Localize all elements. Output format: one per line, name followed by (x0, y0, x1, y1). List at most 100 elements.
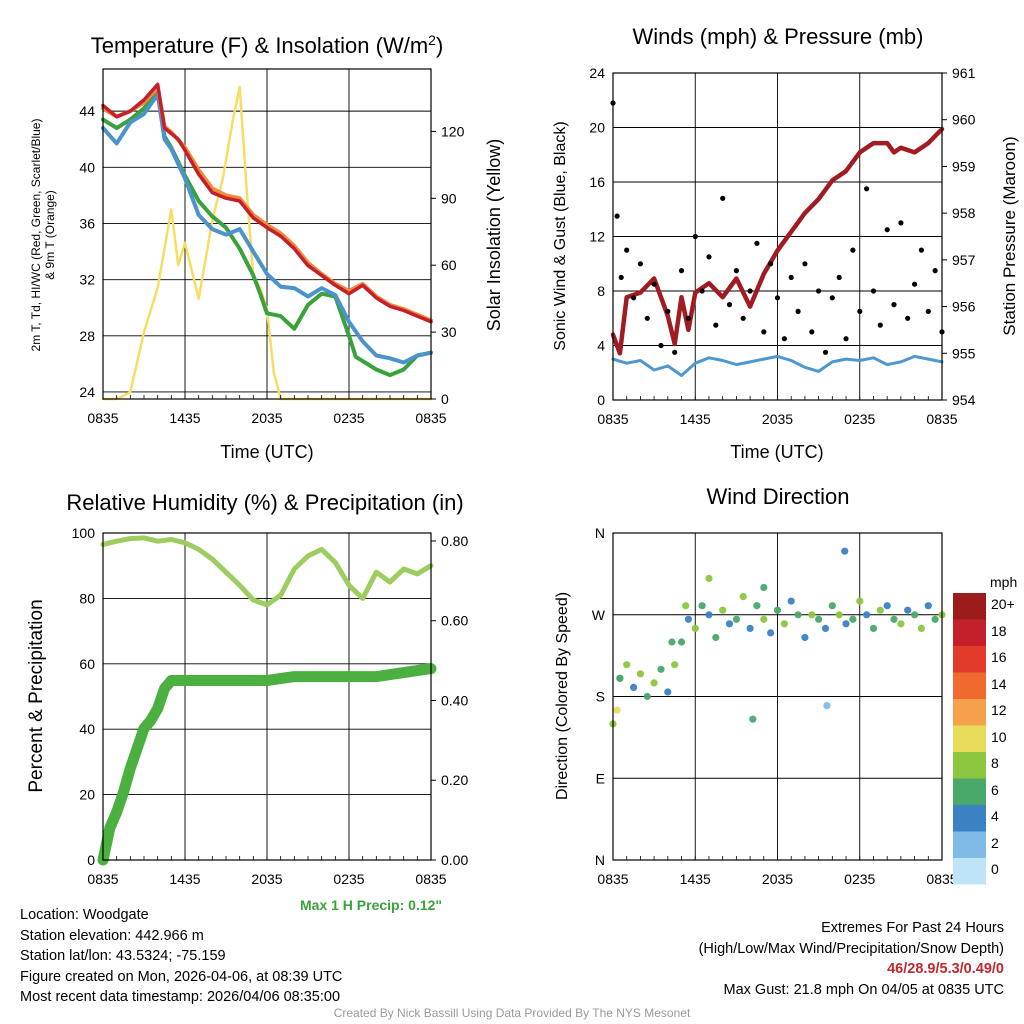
temp-ytick-right-label: 120 (441, 123, 465, 139)
extremes-title: Extremes For Past 24 Hours (821, 920, 1004, 936)
rh-panel: Relative Humidity (%) & Precipitation (i… (26, 490, 468, 887)
credit-line: Created By Nick Bassill Using Data Provi… (333, 1006, 691, 1020)
direction-point (613, 706, 621, 714)
direction-point (904, 606, 912, 614)
wind-ytick-right-label: 954 (952, 392, 976, 408)
legend-speed-label: 2 (991, 834, 999, 851)
direction-point (856, 597, 864, 605)
direction-point (924, 602, 932, 610)
gust-point (713, 322, 719, 328)
gust-point (802, 261, 808, 267)
wind-ytick-right-label: 960 (952, 112, 976, 128)
extremes-block: Extremes For Past 24 Hours (High/Low/Max… (699, 918, 1004, 1000)
extremes-values: 46/28.9/5.3/0.49/0 (887, 961, 1004, 977)
temp-ytick-label: 28 (79, 328, 95, 344)
direction-point (863, 611, 871, 619)
gust-point (843, 336, 849, 342)
rh-ytick-label: 20 (79, 787, 95, 803)
direction-point (773, 606, 782, 614)
max-gust-text: Max Gust: 21.8 mph On 04/05 at 0835 UTC (723, 981, 1004, 998)
gust-point (925, 308, 931, 314)
wdir-ytick-label: S (596, 689, 605, 705)
direction-point (668, 638, 676, 646)
direction-point (746, 624, 754, 633)
direction-point (705, 611, 713, 619)
gust-point (692, 233, 698, 240)
direction-point (630, 683, 638, 692)
gust-point (754, 240, 760, 246)
direction-point (684, 615, 693, 623)
wdir-axes: 0835 1435 2035 0235 0835 N E S W N (592, 525, 958, 887)
temp-ylabel-right: Solar Insolation (Yellow) (484, 139, 504, 331)
wind-ylabel-right: Station Pressure (Maroon) (1000, 136, 1019, 335)
wind-series-group (610, 100, 945, 377)
direction-point (931, 615, 939, 623)
direction-point (780, 620, 789, 628)
direction-point (808, 611, 816, 619)
legend-swatch (953, 619, 986, 646)
wind-xlabel: Time (UTC) (730, 442, 823, 462)
precipitation-line (97, 663, 437, 866)
legend-swatch (953, 858, 986, 885)
temp-xtick-label: 1435 (169, 410, 200, 426)
gust-point (850, 247, 856, 253)
wdir-xtick-label: 0835 (926, 871, 957, 887)
gust-point (864, 186, 870, 192)
direction-point (890, 615, 898, 623)
direction-point (794, 611, 802, 619)
rh-xtick-label: 2035 (251, 871, 282, 887)
location-text: Location: Woodgate (20, 907, 149, 923)
gust-point (788, 274, 794, 280)
wind-ytick-label: 12 (589, 229, 605, 245)
direction-point (749, 715, 757, 723)
direction-point (760, 583, 768, 592)
temp-ytick-right-label: 0 (441, 391, 449, 407)
wdir-panel: Wind Direction 0835 1435 2035 0235 0835 N E S W N… (554, 484, 986, 887)
legend-swatch (953, 752, 986, 779)
gust-point (898, 220, 904, 226)
gust-point (720, 195, 726, 201)
direction-point (821, 624, 830, 633)
gust-point (836, 274, 842, 280)
legend-speed-label: 8 (991, 755, 999, 771)
rh-ytick-right-label: 0.20 (441, 772, 468, 788)
rh-ytick-label: 0 (87, 852, 95, 868)
direction-point (815, 615, 823, 623)
gust-point (726, 302, 733, 308)
direction-point (712, 633, 720, 642)
gust-point (658, 342, 664, 349)
temp-axes: 0835 1435 2035 0235 0835 24 28 32 36 40 44 0 30 60 90 1… (79, 103, 464, 426)
wind-ytick-label: 8 (597, 283, 605, 299)
wind-chart-title: Winds (mph) & Pressure (mb) (633, 24, 924, 49)
rh-ytick-label: 80 (79, 590, 95, 606)
station-info: Location: Woodgate Station elevation: 44… (20, 905, 342, 1008)
direction-point (623, 661, 631, 669)
gust-point (672, 349, 678, 355)
wind-xtick-label: 2035 (762, 411, 793, 427)
temp-ytick-label: 24 (79, 384, 95, 400)
legend-speed-label: 14 (991, 675, 1007, 692)
gust-point (816, 288, 822, 294)
wind-ytick-right-label: 956 (952, 299, 976, 315)
temperature-panel: Temperature (F) & Insolation (W/m2) 0835… (29, 32, 504, 462)
gust-point (781, 336, 788, 342)
legend-speed-label: 18 (991, 622, 1007, 639)
t2m-line (101, 82, 433, 324)
wind-ylabel: Sonic Wind & Gust (Blue, Black) (552, 121, 569, 350)
wind-ytick-label: 0 (597, 392, 605, 408)
rh-gridlines (102, 532, 432, 861)
temp-xtick-label: 0235 (333, 410, 364, 426)
temp-ylabel-line2: & 9m T (Orange) (43, 190, 57, 280)
gust-point (774, 295, 781, 301)
direction-point (732, 615, 741, 623)
gust-point (614, 213, 620, 219)
legend-swatch (953, 778, 986, 805)
direction-point (849, 615, 857, 623)
speed-legend (953, 593, 986, 885)
gust-point (665, 308, 671, 314)
direction-point (719, 606, 727, 614)
wind-ytick-label: 24 (589, 65, 605, 81)
wind-ytick-label: 4 (597, 338, 605, 354)
legend-swatch (953, 593, 986, 620)
